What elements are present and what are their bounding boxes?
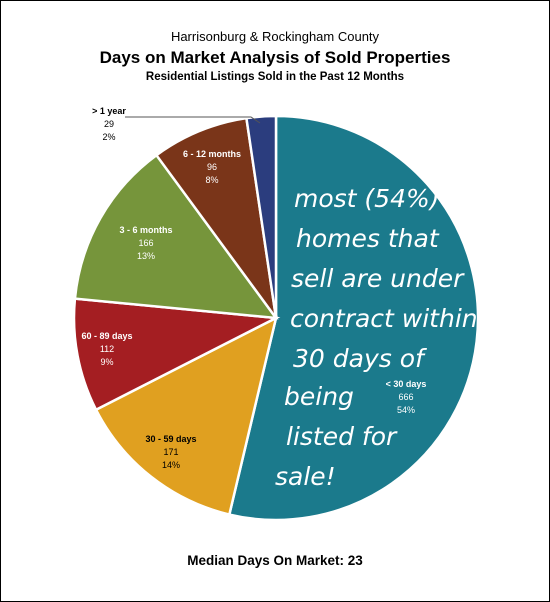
chart-subtitle: Residential Listings Sold in the Past 12… — [145, 71, 405, 83]
slice-percent: 54% — [397, 405, 415, 415]
handwritten-note: most (54%) homes that sell are under contra… — [275, 184, 478, 491]
slice-label-0: < 30 days 666 54% — [386, 379, 427, 415]
pie-slice-0 — [227, 114, 480, 522]
note-line-3: contract within — [290, 304, 478, 333]
pie-slice-3 — [73, 153, 279, 320]
slice-percent: 14% — [162, 460, 180, 470]
slice-name: < 30 days — [386, 379, 427, 389]
median-days-footer: Median Days On Market: 23 — [1, 553, 549, 568]
slice-label-2: 60 - 89 days 112 9% — [81, 331, 132, 367]
median-label: Median Days On Market: — [187, 553, 344, 568]
slice-label-1: 30 - 59 days 171 14% — [145, 434, 196, 470]
note-line-4: 30 days of — [293, 344, 427, 373]
leader-lines — [125, 116, 261, 124]
note-line-7: sale! — [275, 462, 336, 491]
slice-labels: < 30 days 666 54% 30 - 59 days 171 14% 60 - 89… — [81, 106, 426, 470]
slice-name: 30 - 59 days — [145, 434, 196, 444]
slice-name: 60 - 89 days — [81, 331, 132, 341]
leader-line-over-1-year — [125, 116, 261, 124]
note-line-1: homes that — [296, 224, 440, 253]
slice-percent: 8% — [205, 175, 218, 185]
slice-value: 171 — [163, 447, 178, 457]
pie-slice-5 — [245, 114, 278, 319]
note-line-0: most (54%) — [294, 184, 440, 213]
slice-value: 166 — [138, 238, 153, 248]
slice-name: 6 - 12 months — [183, 149, 241, 159]
chart-title: Days on Market Analysis of Sold Properti… — [99, 48, 451, 67]
slice-label-4: 6 - 12 months 96 8% — [183, 149, 241, 185]
chart-supertitle: Harrisonburg & Rockingham County — [170, 29, 380, 44]
pie-slice-1 — [94, 315, 278, 517]
median-value: 23 — [347, 553, 363, 568]
slice-name: 3 - 6 months — [119, 225, 172, 235]
slice-value: 666 — [398, 392, 413, 402]
slice-percent: 13% — [137, 251, 155, 261]
slice-percent: 2% — [102, 132, 115, 142]
note-line-6: listed for — [286, 422, 398, 451]
slice-label-3: 3 - 6 months 166 13% — [119, 225, 172, 261]
pie-slice-4 — [154, 116, 278, 319]
note-line-5: being — [284, 382, 354, 411]
slice-name: > 1 year — [92, 106, 126, 116]
slice-value: 112 — [100, 344, 114, 354]
slice-label-5: > 1 year 29 2% — [92, 106, 126, 142]
slice-percent: 9% — [100, 357, 113, 367]
pie-slice-2 — [72, 297, 281, 412]
pie-slices — [72, 114, 480, 522]
note-line-2: sell are under — [291, 264, 465, 293]
slice-value: 96 — [207, 162, 217, 172]
slice-value: 29 — [104, 119, 114, 129]
